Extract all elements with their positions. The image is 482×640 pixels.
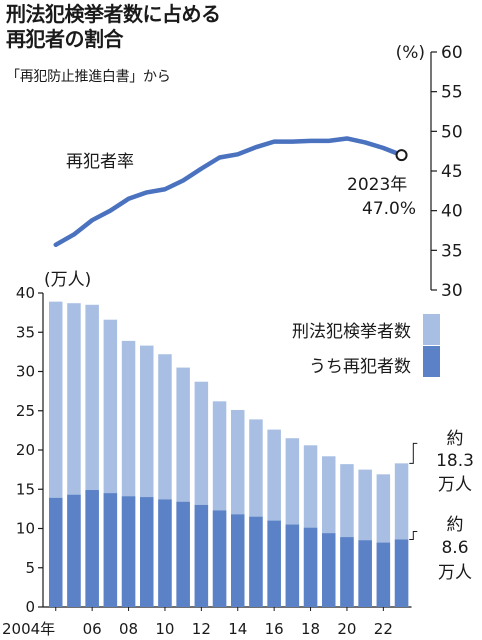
bar-repeat [376, 542, 391, 607]
title-line-1: 刑法犯検挙者数に占める [6, 2, 221, 26]
bar-y-tick-label: 15 [16, 480, 35, 498]
bar-y-unit: (万人) [44, 270, 91, 290]
bar-repeat [394, 539, 409, 607]
legend-label-total: 刑法犯検挙者数 [292, 322, 411, 342]
bar-y-tick-label: 20 [16, 441, 35, 459]
bar-repeat [358, 540, 372, 607]
bar-repeat [176, 501, 190, 607]
bar-repeat [140, 497, 154, 607]
annotation-total-value: 18.3 [436, 451, 474, 471]
bar-x-tick-label: 2004年 [2, 620, 55, 638]
line-series-repeat-rate [53, 136, 404, 248]
bar-x-tick-label: 18 [301, 620, 320, 638]
bar-x-tick-label: 06 [83, 620, 102, 638]
bar-x-tick-label: 22 [374, 620, 393, 638]
bar-repeat [158, 499, 172, 607]
bar-repeat [85, 490, 99, 607]
bar-y-tick-label: 0 [25, 598, 35, 616]
bar-repeat [67, 494, 81, 607]
annotation-total-unit: 万人 [438, 475, 472, 495]
annotation-repeat-leader [409, 530, 418, 540]
line-endpoint-marker [395, 149, 408, 162]
bar-repeat [121, 496, 136, 607]
bar-y-tick-label: 40 [16, 284, 35, 302]
bar-x-tick-label: 10 [155, 620, 174, 638]
bar-y-tick-label: 25 [16, 402, 35, 420]
annotation-repeat-prefix: 約 [447, 515, 464, 535]
bar-x-tick-label: 08 [119, 620, 138, 638]
bar-x-tick-label: 14 [228, 620, 247, 638]
line-y-tick-label: 55 [441, 83, 463, 103]
bar-repeat [249, 516, 263, 607]
line-annotation-year: 2023年 [347, 175, 407, 195]
line-annotation-value: 47.0% [362, 199, 416, 219]
bar-y-tick-label: 35 [16, 323, 35, 341]
bar-x-tick-label: 20 [337, 620, 356, 638]
line-series-label: 再犯者率 [66, 152, 134, 172]
bar-x-tick-label: 12 [192, 620, 211, 638]
bar-repeat [212, 510, 227, 607]
legend-label-repeat: うち再犯者数 [309, 357, 411, 377]
line-y-tick-label: 45 [441, 162, 463, 182]
bar-repeat [285, 524, 300, 607]
title-line-2: 再犯者の割合 [6, 27, 123, 51]
chart-title: 刑法犯検挙者数に占める 再犯者の割合 [6, 2, 221, 52]
annotation-repeat-value: 8.6 [441, 538, 468, 558]
bar-repeat [340, 537, 354, 607]
bar-repeat [303, 527, 318, 607]
bar-repeat [231, 514, 245, 607]
bar-repeat [267, 520, 281, 607]
line-y-tick-label: 40 [441, 202, 463, 222]
line-y-tick-label: 60 [441, 43, 463, 63]
bar-y-tick-label: 5 [25, 559, 35, 577]
bar-y-tick-label: 30 [16, 363, 35, 381]
annotation-total-leader [409, 442, 418, 464]
annotation-repeat-unit: 万人 [438, 563, 472, 583]
annotation-total-prefix: 約 [447, 429, 464, 449]
bar-y-tick-label: 10 [16, 520, 35, 538]
legend-swatch-total [423, 314, 440, 345]
bar-x-tick-label: 16 [265, 620, 284, 638]
legend-swatch-repeat [423, 346, 440, 377]
bar-repeat [103, 493, 118, 607]
bar-repeat [49, 497, 63, 607]
bar-repeat [322, 533, 336, 607]
source-note: 「再犯防止推進白書」から [6, 69, 171, 85]
line-y-tick-label: 50 [441, 122, 463, 142]
line-y-tick-label: 30 [441, 281, 463, 301]
line-y-unit: (%) [396, 43, 425, 63]
bar-repeat [194, 504, 209, 607]
line-y-tick-label: 35 [441, 241, 463, 261]
